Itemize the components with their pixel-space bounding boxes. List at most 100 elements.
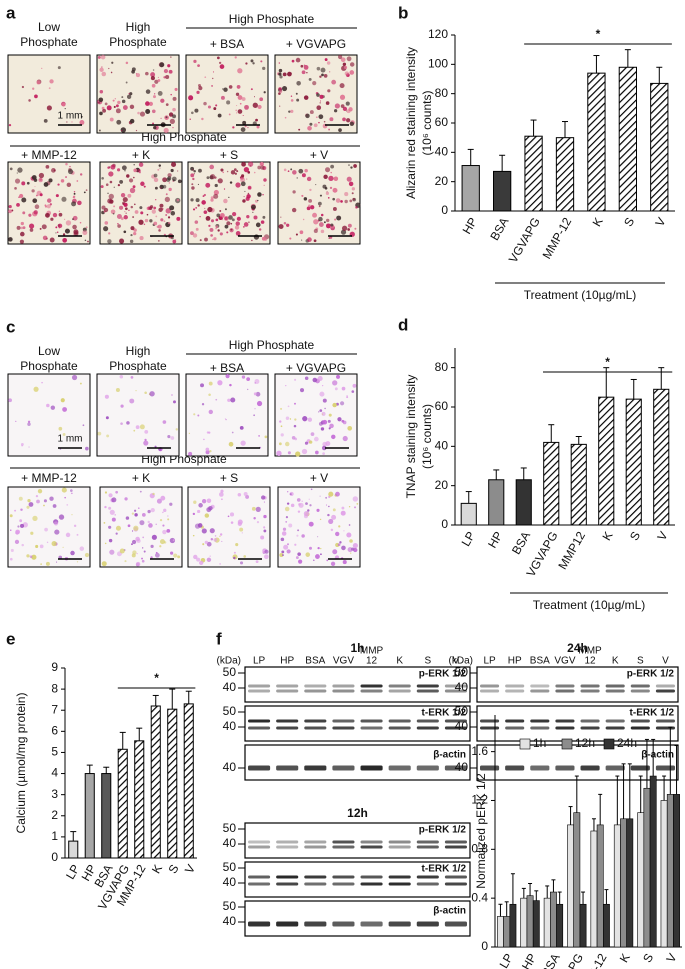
stain [319,94,324,99]
y-tick-label: 9 [51,660,58,674]
stain [142,547,144,549]
stain [138,507,140,509]
x-tick-label: MMP12 [555,529,588,572]
stain [153,95,156,99]
stain [211,84,213,87]
bar [650,82,669,212]
band [444,765,467,771]
stain [291,59,295,63]
stain [170,210,176,216]
band [480,684,500,688]
stain [165,116,168,119]
stain [240,177,246,183]
stain [16,225,21,230]
stain [345,110,347,112]
stain [246,178,248,180]
stain [19,239,24,244]
stain [140,181,145,186]
stain [142,536,145,539]
stain [157,91,163,96]
stain [217,229,220,232]
stain [129,104,135,110]
stain [201,499,207,504]
stain [203,438,205,441]
stain [237,68,243,74]
stain [304,168,308,173]
stain [99,111,103,116]
stain [71,374,78,381]
stain [109,549,115,555]
stain [84,552,90,558]
stain [108,506,112,510]
stain [115,525,122,531]
stain [156,225,159,228]
stain [62,407,68,412]
stain [340,510,346,516]
stain [313,228,318,234]
stain [328,427,331,430]
lane-label: VGV [554,656,575,667]
image-title: + S [220,471,238,485]
stain [294,418,297,421]
stain [289,237,292,240]
stain [104,221,109,225]
band-label: t-ERK 1/2 [422,864,467,875]
stain [135,73,141,78]
band [630,689,650,693]
stain [255,560,259,564]
y-axis-label: TNAP staining intensity [404,375,418,499]
stain [319,100,322,102]
stain [197,509,201,514]
stain [111,497,117,503]
stain [20,508,23,511]
stain [110,164,116,170]
stain [100,185,104,189]
band [360,719,383,723]
stain [195,207,198,209]
stain [307,237,312,242]
x-tick-label: S [165,862,181,876]
panel-label: c [6,317,15,336]
band [248,845,271,849]
stain [226,231,229,234]
stain [295,57,301,63]
bar [590,830,598,948]
stain [215,398,218,401]
stain [341,225,348,231]
stain [103,521,106,524]
stain [192,177,195,181]
band [304,689,327,693]
stain [280,407,283,410]
stain [287,170,290,173]
stain [219,492,224,497]
image-title: Low [38,20,60,34]
stain [348,524,351,526]
stain [336,374,340,379]
stain [246,377,251,381]
stain [167,173,172,178]
stain [303,65,309,70]
stain [240,127,246,132]
marker: 50 [223,821,237,835]
stain [315,116,318,119]
stain [126,174,130,178]
band [388,684,411,688]
stain [131,69,135,74]
stain [66,182,72,188]
stain [29,223,35,229]
band-label: β-actin [433,906,466,917]
band [530,689,550,693]
stain [309,188,312,192]
stain [241,532,243,534]
stain [243,166,250,173]
stain [171,394,173,396]
stain [155,551,158,554]
stain [235,231,241,236]
stain [172,539,175,542]
stain [48,87,51,90]
stain [338,525,341,528]
stain [162,524,165,527]
band [416,765,439,771]
stain [62,237,68,243]
bar [555,137,575,212]
